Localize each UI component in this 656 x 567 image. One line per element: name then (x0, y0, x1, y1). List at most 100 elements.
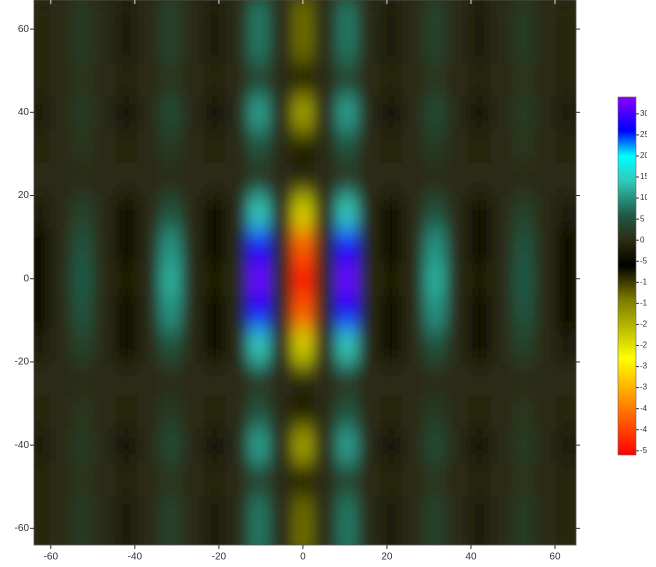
cell (313, 495, 337, 529)
cell (115, 195, 138, 230)
cell (247, 495, 271, 529)
cell (490, 461, 513, 496)
cell (512, 162, 536, 197)
cell (71, 228, 94, 263)
cell (181, 95, 205, 130)
cell (556, 62, 576, 97)
colorbar-tick-label: -50 (640, 446, 652, 455)
cell (424, 95, 447, 130)
cell (335, 162, 359, 197)
colorbar-tick-label: 25 (640, 130, 649, 139)
cell (556, 428, 576, 463)
cell (93, 0, 116, 30)
cell (291, 228, 315, 263)
cell (468, 262, 491, 296)
x-tick-label: -20 (212, 552, 227, 563)
cell (446, 128, 469, 163)
cell (424, 361, 447, 396)
cell (203, 0, 227, 30)
cell (49, 62, 72, 97)
cell (358, 0, 381, 30)
cell (247, 128, 271, 163)
cell (291, 0, 315, 30)
cell (534, 262, 558, 296)
cell (468, 162, 491, 197)
cell (34, 228, 50, 263)
colorbar-tick-label: 5 (640, 214, 645, 223)
cell (358, 395, 381, 430)
cell (291, 328, 315, 363)
cell (49, 295, 72, 330)
cell (512, 461, 536, 496)
cell (247, 162, 271, 197)
cell (247, 195, 271, 230)
cell (159, 295, 183, 330)
cell (402, 328, 425, 363)
cell (313, 195, 337, 230)
cell (534, 328, 558, 363)
cell (534, 295, 558, 330)
cell (34, 62, 50, 97)
cell (291, 395, 315, 430)
cell (137, 0, 161, 30)
cell (534, 62, 558, 97)
cell (34, 162, 50, 197)
cell (269, 162, 293, 197)
plot-frame (33, 0, 577, 546)
cell (137, 495, 161, 529)
cell (490, 0, 513, 30)
cell (380, 461, 403, 496)
cell (93, 262, 116, 296)
cell (181, 262, 205, 296)
cell (34, 328, 50, 363)
cell (34, 195, 50, 230)
cell (269, 195, 293, 230)
cell (380, 195, 403, 230)
cell (490, 295, 513, 330)
cell (358, 528, 381, 545)
cell (137, 262, 161, 296)
cell (424, 395, 447, 430)
cell (93, 495, 116, 529)
cell (490, 29, 513, 63)
cell (181, 228, 205, 263)
cell (512, 495, 536, 529)
cell (534, 0, 558, 30)
cell (380, 262, 403, 296)
cell (446, 95, 469, 130)
cell (424, 328, 447, 363)
cell (446, 0, 469, 30)
cell (556, 495, 576, 529)
cell (34, 262, 50, 296)
cell (291, 128, 315, 163)
cell (115, 0, 138, 30)
cell (159, 95, 183, 130)
cell (424, 228, 447, 263)
cell (137, 195, 161, 230)
cell (313, 395, 337, 430)
cell (358, 328, 381, 363)
cell (402, 528, 425, 545)
cell (446, 495, 469, 529)
cell (159, 228, 183, 263)
cell (247, 228, 271, 263)
colorbar-tick-label: -10 (640, 277, 652, 286)
cell (269, 62, 293, 97)
cell (49, 128, 72, 163)
cell (468, 395, 491, 430)
cell (159, 461, 183, 496)
cell (181, 162, 205, 197)
cell (115, 162, 138, 197)
cell (115, 428, 138, 463)
cell (247, 528, 271, 545)
cell (335, 29, 359, 63)
cell (181, 528, 205, 545)
cell (380, 228, 403, 263)
cell (115, 328, 138, 363)
cell (512, 29, 536, 63)
cell (534, 162, 558, 197)
cell (313, 162, 337, 197)
cell (269, 95, 293, 130)
cell (137, 29, 161, 63)
cell (49, 361, 72, 396)
